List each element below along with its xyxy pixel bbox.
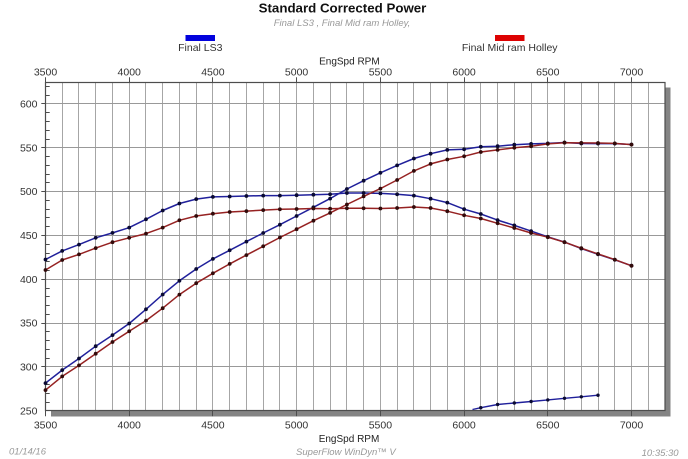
svg-text:250: 250	[20, 405, 38, 417]
svg-text:4000: 4000	[118, 67, 142, 79]
svg-text:EngSpd RPM: EngSpd RPM	[319, 434, 380, 445]
svg-text:550: 550	[20, 142, 38, 154]
svg-text:400: 400	[20, 274, 38, 286]
svg-text:Final LS3: Final LS3	[178, 42, 223, 54]
svg-text:450: 450	[20, 230, 38, 242]
svg-text:10:35:30: 10:35:30	[642, 448, 680, 459]
svg-text:Standard Corrected Power: Standard Corrected Power	[259, 1, 427, 16]
svg-text:5000: 5000	[285, 67, 309, 79]
svg-text:5500: 5500	[369, 420, 393, 432]
svg-text:4500: 4500	[201, 67, 225, 79]
svg-text:4500: 4500	[201, 420, 225, 432]
svg-text:5500: 5500	[369, 67, 393, 79]
svg-text:SuperFlow WinDyn™ V: SuperFlow WinDyn™ V	[296, 447, 397, 458]
svg-text:7000: 7000	[620, 67, 644, 79]
svg-text:6500: 6500	[536, 420, 560, 432]
svg-text:600: 600	[20, 99, 38, 111]
svg-text:350: 350	[20, 318, 38, 330]
svg-text:EngSpd RPM: EngSpd RPM	[319, 57, 380, 68]
svg-text:3500: 3500	[34, 420, 58, 432]
svg-text:500: 500	[20, 186, 38, 198]
svg-text:3500: 3500	[34, 67, 58, 79]
svg-text:6000: 6000	[452, 67, 476, 79]
svg-text:4000: 4000	[118, 420, 142, 432]
svg-text:6500: 6500	[536, 67, 560, 79]
svg-text:5000: 5000	[285, 420, 309, 432]
svg-text:01/14/16: 01/14/16	[9, 447, 47, 458]
svg-text:Final Mid ram Holley: Final Mid ram Holley	[462, 42, 558, 54]
svg-text:7000: 7000	[620, 420, 644, 432]
svg-text:6000: 6000	[452, 420, 476, 432]
svg-text:Final LS3 , Final Mid ram Holl: Final LS3 , Final Mid ram Holley,	[274, 18, 411, 29]
svg-text:300: 300	[20, 362, 38, 374]
